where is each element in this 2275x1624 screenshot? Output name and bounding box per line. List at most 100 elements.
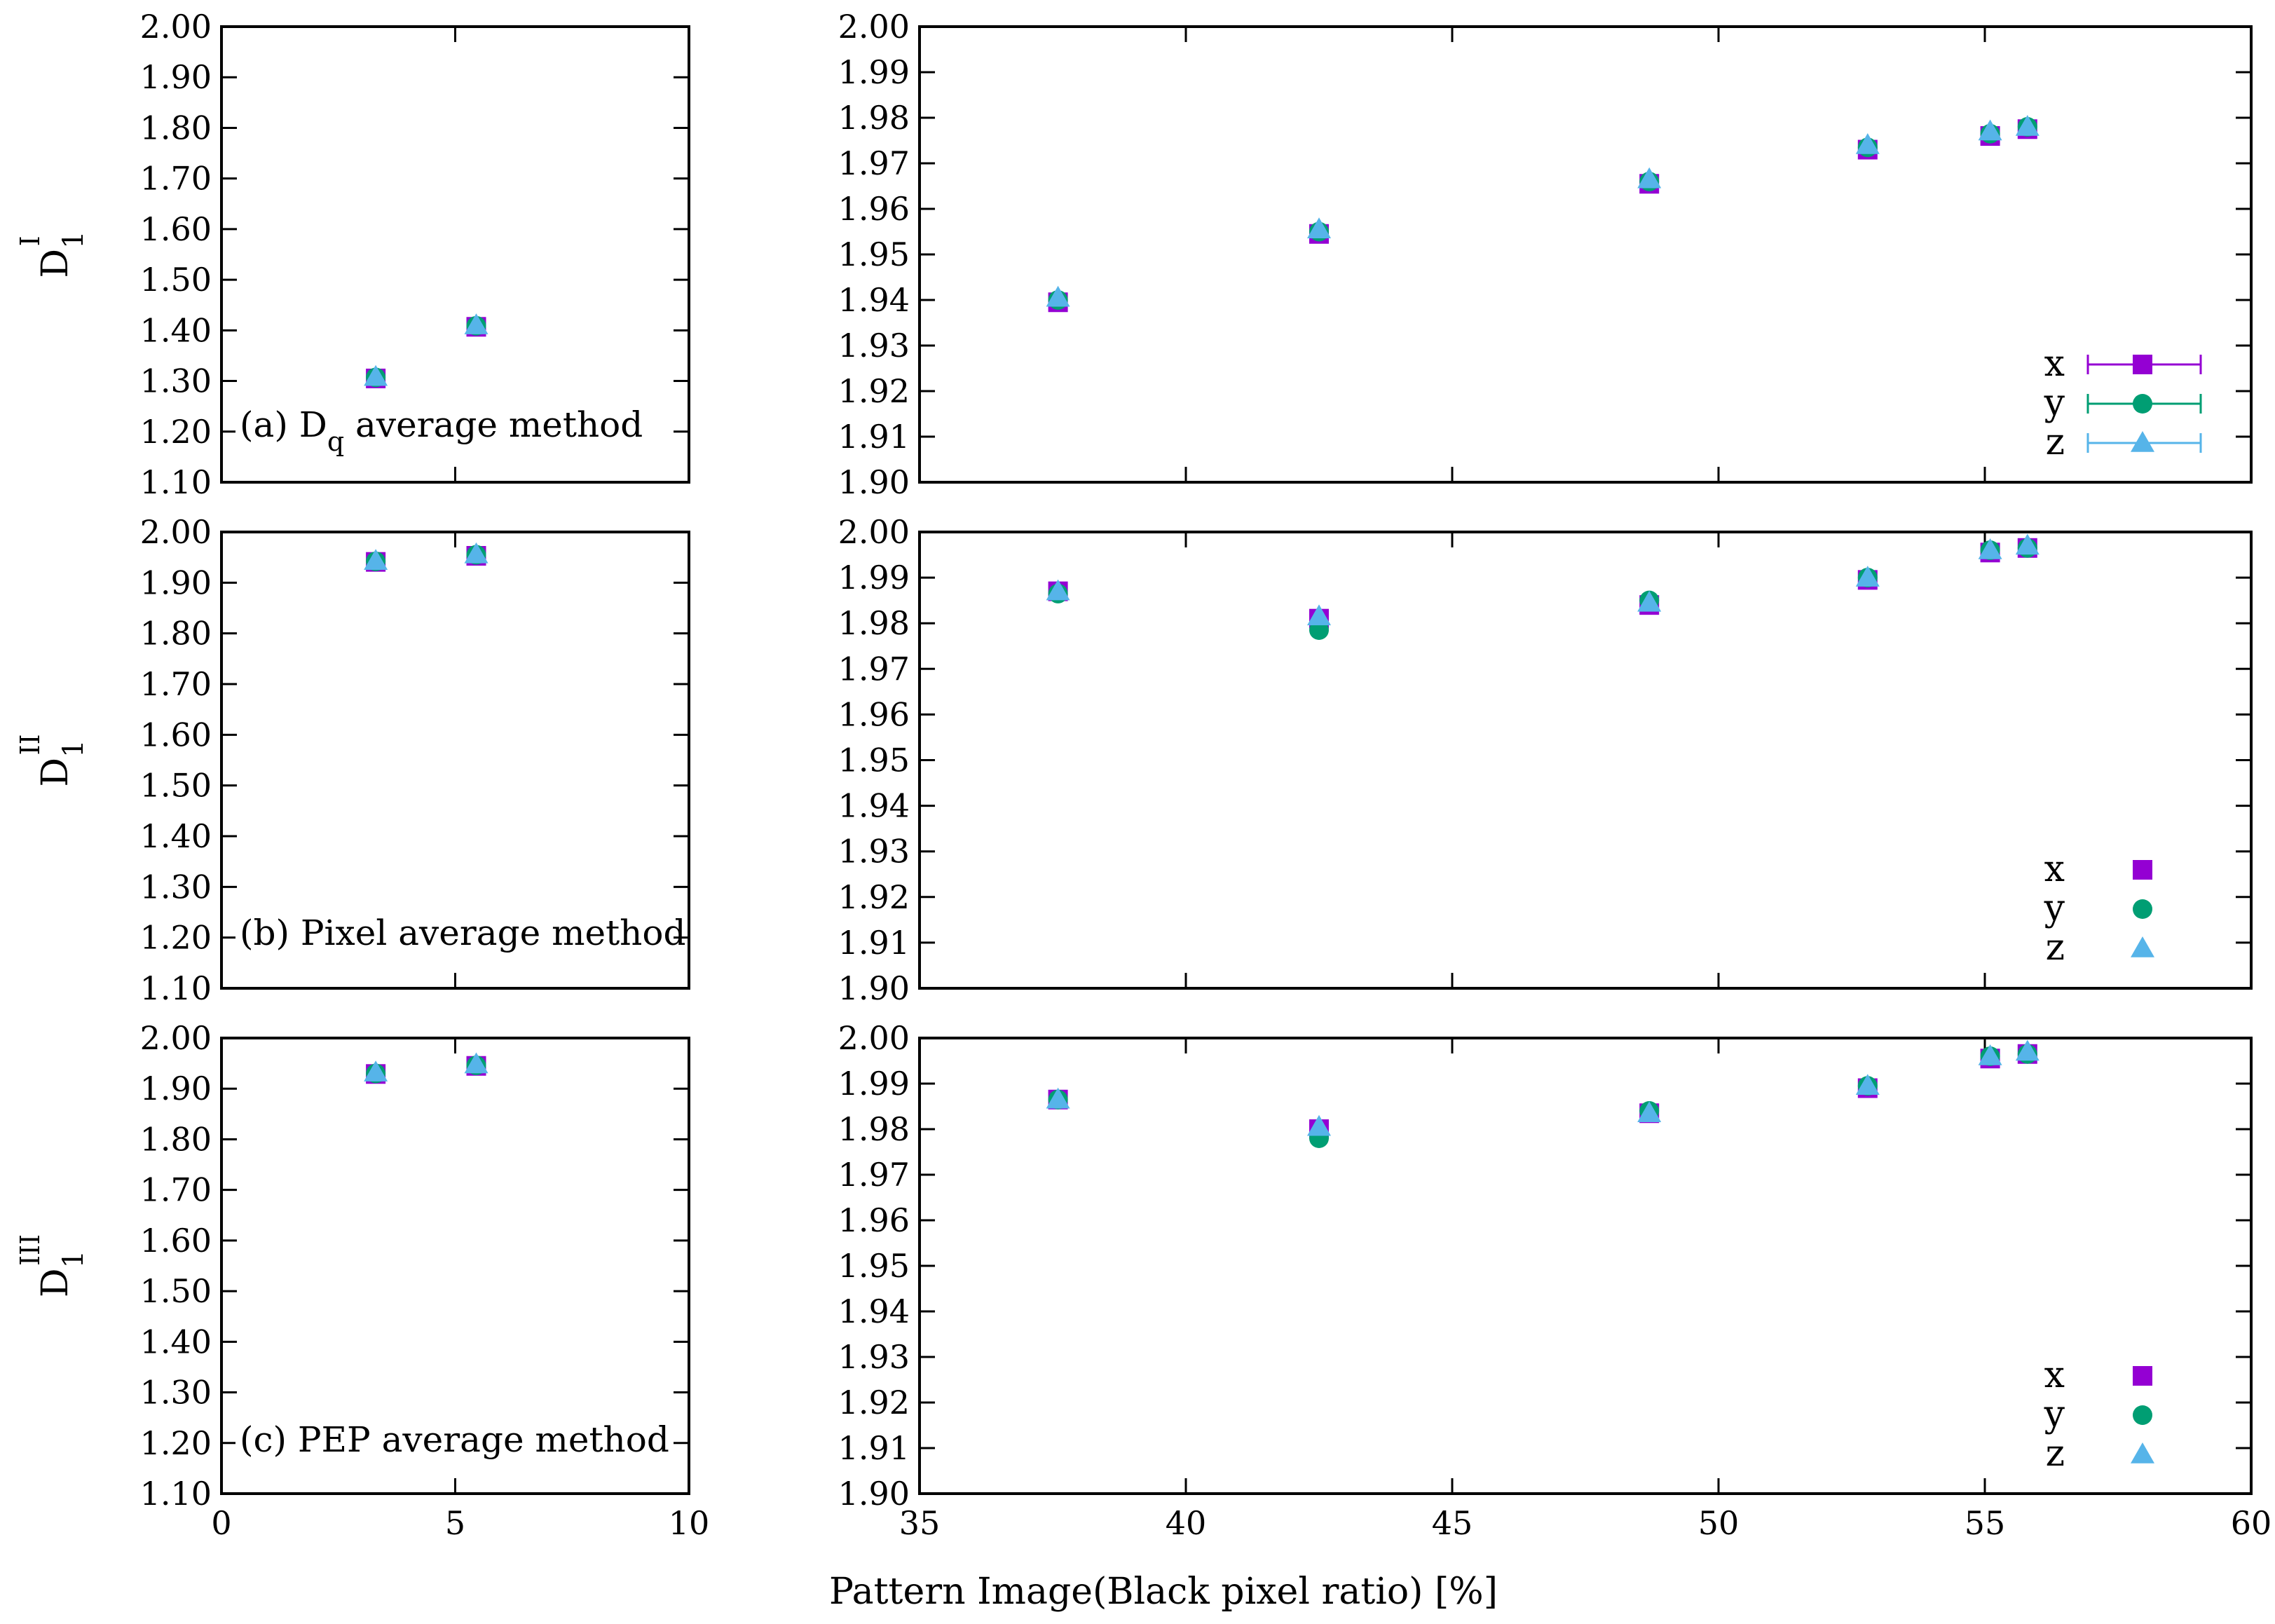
y-tick-label: 1.70 [140, 1171, 212, 1209]
panel-3-left: 1.10 1.20 1.30 1.40 1.50 1.60 1.70 1.80 1.90 2.00… [140, 1019, 710, 1542]
y-tick-label: 1.90 [140, 58, 212, 96]
data-point-z [464, 313, 489, 334]
y-tick-label: 1.91 [838, 1429, 910, 1467]
data-point-z [1046, 1087, 1070, 1109]
data-point-z [364, 549, 388, 570]
series-z [1046, 1039, 2040, 1136]
data-point-z [1637, 590, 1662, 612]
y-tick-label: 1.90 [140, 1070, 212, 1107]
y-tick-label: 1.95 [838, 236, 910, 273]
y-tick-label: 2.00 [140, 513, 212, 551]
y-tick-label: 1.94 [838, 787, 910, 825]
series-z [1046, 533, 2040, 626]
y-tick-label: 1.93 [838, 327, 910, 364]
data-point-z [2015, 533, 2040, 555]
y-tick-label: 1.50 [140, 261, 212, 299]
x-tick-label: 5 [445, 1504, 465, 1542]
y-tick-label: 1.40 [140, 1323, 212, 1360]
y-tick-label: 1.90 [838, 1475, 910, 1513]
y-tick-label: 1.98 [838, 1110, 910, 1148]
legend-marker-x [2133, 1366, 2152, 1386]
y-tick-label: 1.70 [140, 160, 212, 198]
legend: xyz [2044, 1354, 2154, 1475]
y-tick-label: 1.70 [140, 665, 212, 703]
data-point-z [464, 1052, 489, 1074]
y-tick-label: 1.60 [140, 210, 212, 248]
y-tick-label: 1.80 [140, 109, 212, 146]
data-point-z [1307, 1114, 1331, 1136]
data-point-z [464, 542, 489, 564]
y-tick-label: 2.00 [838, 513, 910, 551]
y-tick-label: 1.98 [838, 604, 910, 642]
legend-label-x: x [2044, 848, 2065, 890]
x-tick-label: 40 [1166, 1504, 1207, 1542]
row-label-1: D1I [15, 231, 90, 278]
y-tick-label: 1.50 [140, 767, 212, 805]
annotation-background [235, 402, 628, 453]
y-tick-label: 2.00 [838, 1019, 910, 1057]
x-tick-label: 10 [669, 1504, 710, 1542]
legend-marker-y [2133, 394, 2152, 414]
panel-annotation: (b) Pixel average method [240, 913, 685, 953]
legend-label-x: x [2044, 343, 2065, 385]
y-tick-label: 1.91 [838, 418, 910, 456]
y-tick-label: 1.90 [838, 463, 910, 501]
legend-marker-y [2133, 1405, 2152, 1425]
series-z [364, 313, 489, 386]
data-point-z [1307, 217, 1331, 238]
data-point-z [1978, 1044, 2002, 1065]
y-tick-label: 1.95 [838, 1247, 910, 1285]
x-tick-label: 55 [1965, 1504, 2006, 1542]
legend-marker-z [2131, 431, 2154, 452]
data-point-z [364, 1060, 388, 1081]
legend: xyz [2044, 848, 2154, 969]
series-z [364, 1052, 489, 1081]
data-point-z [1637, 167, 1662, 189]
panel-3-right: 1.90 1.91 1.92 1.93 1.94 1.95 1.96 1.97 1.98 1.99… [838, 1019, 2272, 1542]
panel-1-right: 1.90 1.91 1.92 1.93 1.94 1.95 1.96 1.97 1.98 1.99… [838, 8, 2253, 501]
legend-marker-z [2131, 936, 2154, 957]
data-point-z [2015, 115, 2040, 136]
y-tick-label: 1.30 [140, 1374, 212, 1412]
y-tick-label: 1.20 [140, 919, 212, 957]
legend: xyz [2044, 343, 2202, 463]
y-tick-label: 1.10 [140, 463, 212, 501]
row-label-3: D1III [15, 1234, 90, 1297]
y-tick-label: 1.80 [140, 615, 212, 653]
y-tick-label: 1.96 [838, 695, 910, 733]
data-point-z [2015, 1039, 2040, 1061]
y-tick-label: 1.20 [140, 413, 212, 451]
data-point-z [1855, 566, 1880, 587]
panel-1-left: 1.10 1.20 1.30 1.40 1.50 1.60 1.70 1.80 1.90 2.00… [140, 8, 690, 501]
y-tick-label: 1.80 [140, 1120, 212, 1158]
legend-marker-z [2131, 1442, 2154, 1463]
y-tick-label: 1.20 [140, 1424, 212, 1462]
x-tick-label: 35 [899, 1504, 941, 1542]
y-tick-label: 1.99 [838, 1065, 910, 1103]
y-tick-label: 1.90 [838, 969, 910, 1007]
y-tick-label: 1.30 [140, 868, 212, 906]
legend-label-z: z [2046, 927, 2065, 969]
annotation-background [235, 1417, 670, 1468]
legend-label-y: y [2044, 1393, 2065, 1435]
data-point-z [1046, 579, 1070, 601]
panel-annotation: (c) PEP average method [240, 1419, 669, 1460]
data-point-z [1978, 119, 2002, 141]
panel-2-right: 1.90 1.91 1.92 1.93 1.94 1.95 1.96 1.97 1.98 1.99… [838, 513, 2253, 1007]
y-tick-label: 1.98 [838, 99, 910, 137]
x-tick-label: 45 [1432, 1504, 1473, 1542]
y-tick-label: 1.96 [838, 190, 910, 228]
panel-annotation: (a) Dq average method [240, 404, 643, 457]
y-tick-label: 1.95 [838, 742, 910, 779]
y-tick-label: 1.10 [140, 969, 212, 1007]
y-tick-label: 1.60 [140, 716, 212, 753]
data-point-z [1046, 285, 1070, 307]
data-point-z [364, 364, 388, 386]
y-tick-label: 1.92 [838, 1384, 910, 1421]
legend-label-z: z [2046, 1433, 2065, 1475]
legend-marker-x [2133, 860, 2152, 880]
y-tick-label: 1.40 [140, 311, 212, 349]
row-label-2: D1II [15, 734, 90, 786]
y-tick-label: 1.94 [838, 1292, 910, 1330]
y-tick-label: 1.99 [838, 559, 910, 596]
